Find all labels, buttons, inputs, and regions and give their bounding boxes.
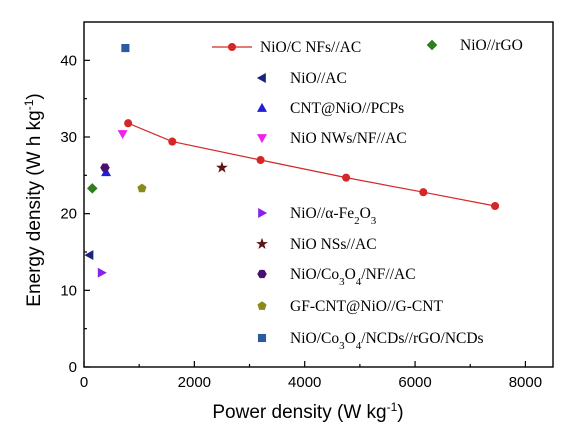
legend-label: GF-CNT@NiO//G-CNT (290, 298, 443, 315)
data-series (84, 44, 500, 278)
data-point (100, 163, 110, 172)
series-nio-nws-nf-ac (117, 130, 128, 140)
legend-item-nio-ac: NiO//AC (256, 70, 347, 87)
x-tick-label: 4000 (288, 374, 321, 391)
data-point (84, 250, 94, 261)
y-tick-label: 20 (60, 206, 77, 223)
series-nio-fe2o3 (97, 267, 107, 278)
data-point (137, 183, 147, 193)
series-cnt-nio-pcps (101, 167, 112, 177)
series-nio-co3o4-ncds-rgo-ncds (121, 44, 130, 53)
legend-item-nio-nss-ac: NiO NSs//AC (256, 236, 377, 253)
legend-item-nio-co3o4-nf-ac: NiO/Co3O4/NF//AC (257, 266, 416, 288)
x-axis-title: Power density (W kg-1) (212, 400, 403, 423)
y-tick-label: 40 (60, 52, 77, 69)
x-tick-label: 8000 (509, 374, 542, 391)
data-point (419, 188, 428, 197)
data-point (124, 119, 133, 128)
series-gf-cnt-nio-g-cnt (137, 183, 147, 193)
y-axis-title: Energy density (W h kg-1) (22, 93, 45, 306)
legend-marker (257, 301, 267, 310)
legend: NiO/C NFs//AC NiO//rGO NiO//AC CNT@NiO//PCP… (212, 37, 523, 352)
legend-label: NiO//rGO (460, 37, 523, 54)
legend-label: NiO/C NFs//AC (260, 39, 361, 56)
legend-label: NiO NSs//AC (290, 236, 377, 253)
legend-label: CNT@NiO//PCPs (290, 100, 404, 117)
legend-label: NiO/Co3O4/NCDs//rGO/NCDs (290, 330, 484, 352)
data-point (97, 267, 107, 278)
series-nio-c-nfs-ac (124, 119, 500, 211)
legend-marker (426, 39, 438, 51)
legend-marker (227, 42, 237, 52)
legend-item-nio-co3o4-ncds-rgo-ncds: NiO/Co3O4/NCDs//rGO/NCDs (257, 330, 484, 352)
series-nio-co3o4-nf-ac (100, 163, 110, 172)
y-tick-label: 0 (69, 359, 77, 376)
x-tick-label: 2000 (178, 374, 211, 391)
legend-marker (256, 73, 266, 83)
legend-marker (258, 208, 268, 218)
x-tick-label: 0 (80, 374, 88, 391)
legend-item-gf-cnt-nio-g-cnt: GF-CNT@NiO//G-CNT (257, 298, 443, 315)
legend-item-cnt-nio-pcps: CNT@NiO//PCPs (257, 100, 404, 117)
legend-item-nio-rgo: NiO//rGO (426, 37, 523, 54)
data-point (256, 155, 265, 165)
legend-marker (257, 269, 267, 279)
data-point (342, 173, 351, 182)
y-tick-label: 30 (60, 129, 77, 146)
axis-ticks: 0 2000 4000 6000 8000 0 10 20 30 40 (60, 52, 542, 391)
y-tick-label: 10 (60, 282, 77, 299)
data-point (117, 130, 128, 140)
series-nio-rgo (86, 183, 98, 194)
legend-item-nio-c-nfs-ac: NiO/C NFs//AC (212, 39, 361, 56)
legend-marker (256, 237, 268, 250)
data-point (216, 161, 228, 173)
legend-item-nio-nws-nf-ac: NiO NWs/NF//AC (257, 130, 407, 147)
series-nio-nss-ac (216, 161, 228, 173)
data-point (121, 44, 130, 53)
data-point (86, 183, 98, 194)
data-point (101, 167, 112, 177)
plot-border (83, 21, 554, 368)
plot-frame (83, 21, 554, 368)
legend-marker (257, 102, 267, 112)
data-point (491, 201, 500, 211)
x-tick-label: 6000 (398, 374, 431, 391)
legend-label: NiO//α-Fe2O3 (290, 205, 377, 227)
legend-label: NiO/Co3O4/NF//AC (290, 266, 416, 288)
legend-label: NiO NWs/NF//AC (290, 130, 407, 147)
series-nio-ac (84, 250, 94, 261)
legend-item-nio-fe2o3: NiO//α-Fe2O3 (258, 205, 377, 227)
legend-marker (257, 134, 267, 144)
series-line (127, 122, 496, 207)
data-point (168, 137, 177, 146)
legend-marker (257, 333, 267, 343)
legend-label: NiO//AC (290, 70, 347, 87)
